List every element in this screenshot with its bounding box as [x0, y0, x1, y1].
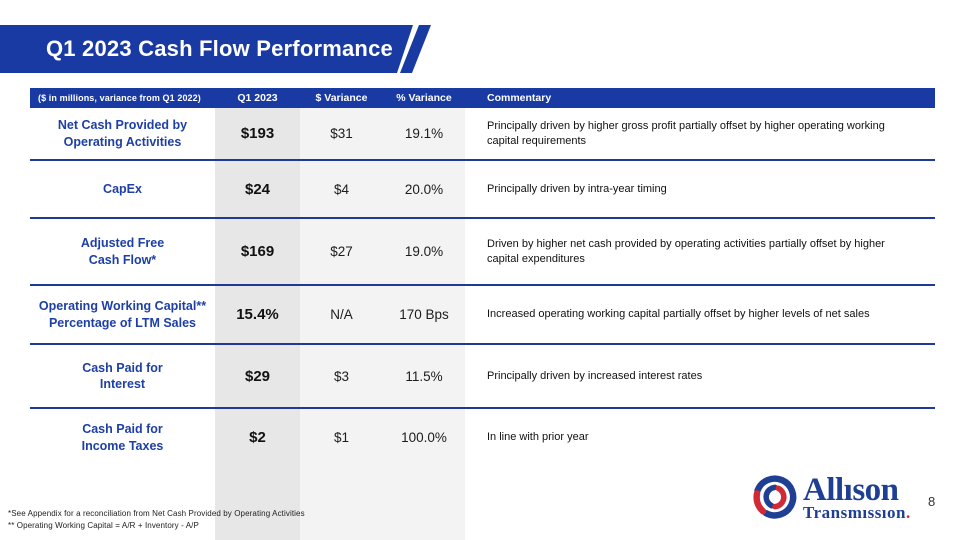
header-commentary: Commentary	[487, 92, 552, 104]
logo-wordmark: Allıson Transmıssıon.	[803, 472, 911, 523]
variance-columns-band	[300, 108, 465, 540]
row-dollar-variance: $4	[333, 181, 350, 197]
footnote-owc-definition: ** Operating Working Capital = A/R + Inv…	[8, 521, 199, 530]
title-banner: Q1 2023 Cash Flow Performance	[0, 25, 413, 73]
header-dollar-variance: $ Variance	[315, 92, 368, 104]
table-row: Cash Paid for Interest $29 $3 11.5% Prin…	[30, 345, 935, 409]
footnote-appendix: *See Appendix for a reconciliation from …	[8, 509, 305, 518]
header-units-label: ($ in millions, variance from Q1 2022)	[38, 93, 201, 103]
cash-flow-table: ($ in millions, variance from Q1 2022) Q…	[30, 88, 935, 466]
allison-emblem-icon	[752, 474, 798, 525]
table-row: CapEx $24 $4 20.0% Principally driven by…	[30, 161, 935, 219]
row-pct-variance: 170 Bps	[399, 307, 449, 322]
table-row: Operating Working Capital** Percentage o…	[30, 286, 935, 345]
row-label: Adjusted Free Cash Flow*	[80, 236, 165, 267]
row-commentary: Principally driven by higher gross profi…	[487, 119, 885, 147]
slide-title: Q1 2023 Cash Flow Performance	[46, 36, 393, 61]
table-row: Adjusted Free Cash Flow* $169 $27 19.0% …	[30, 219, 935, 286]
row-pct-variance: 19.1%	[404, 126, 444, 141]
row-commentary: In line with prior year	[487, 431, 589, 444]
row-pct-variance: 11.5%	[405, 368, 443, 384]
logo-brand-name: Allıson	[803, 472, 899, 509]
row-label: CapEx	[103, 181, 142, 196]
row-dollar-variance: $31	[330, 126, 353, 141]
page-number: 8	[928, 494, 936, 509]
row-label: Cash Paid for Interest	[82, 360, 163, 391]
row-commentary: Increased operating working capital part…	[487, 308, 870, 321]
row-label: Operating Working Capital** Percentage o…	[38, 299, 207, 330]
row-q1-value: $193	[240, 125, 275, 142]
row-q1-value: 15.4%	[236, 306, 279, 323]
row-pct-variance: 19.0%	[404, 244, 444, 259]
table-row: Cash Paid for Income Taxes $2 $1 100.0% …	[30, 409, 935, 466]
footnotes: *See Appendix for a reconciliation from …	[8, 508, 305, 532]
row-dollar-variance: $3	[333, 368, 350, 384]
row-label: Net Cash Provided by Operating Activitie…	[57, 118, 188, 149]
row-label: Cash Paid for Income Taxes	[81, 422, 164, 453]
header-q1-2023: Q1 2023	[237, 92, 278, 104]
allison-transmission-logo: Allıson Transmıssıon.	[752, 474, 911, 525]
row-dollar-variance: N/A	[330, 307, 353, 322]
logo-red-dot: .	[906, 503, 911, 523]
logo-brand-subname: Transmıssıon.	[803, 503, 911, 523]
row-q1-value: $169	[240, 243, 275, 260]
table-header-row: ($ in millions, variance from Q1 2022) Q…	[30, 88, 935, 108]
row-pct-variance: 100.0%	[401, 430, 447, 445]
q1-column-band	[215, 108, 300, 540]
row-q1-value: $2	[249, 429, 266, 446]
row-dollar-variance: $27	[330, 244, 353, 259]
header-pct-variance: % Variance	[396, 92, 452, 104]
row-commentary: Principally driven by increased interest…	[487, 369, 703, 382]
row-pct-variance: 20.0%	[404, 181, 444, 197]
row-dollar-variance: $1	[333, 430, 350, 445]
row-q1-value: $24	[244, 180, 271, 198]
table-row: Net Cash Provided by Operating Activitie…	[30, 108, 935, 161]
row-commentary: Driven by higher net cash provided by op…	[487, 237, 885, 265]
row-commentary: Principally driven by intra-year timing	[487, 182, 667, 195]
row-q1-value: $29	[244, 367, 271, 385]
